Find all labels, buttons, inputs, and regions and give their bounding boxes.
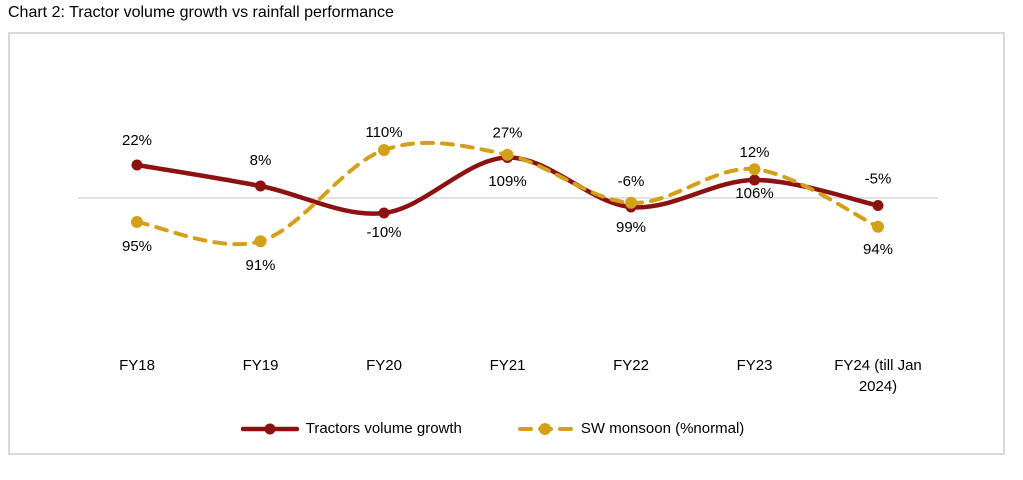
monsoon-marker bbox=[378, 144, 390, 156]
chart-plot-area bbox=[8, 32, 1005, 455]
monsoon-marker bbox=[872, 220, 884, 233]
legend-label-monsoon: SW monsoon (%normal) bbox=[580, 420, 745, 437]
monsoon-marker bbox=[501, 148, 514, 161]
legend-item-tractors: Tractors volume growth bbox=[240, 420, 462, 437]
tractor-marker bbox=[255, 180, 266, 192]
x-axis-label: FY18 bbox=[119, 357, 155, 374]
x-axis-label: 2024) bbox=[859, 378, 897, 395]
monsoon-legend-swatch bbox=[517, 422, 574, 435]
data-label: 95% bbox=[122, 238, 152, 255]
data-label: 110% bbox=[365, 124, 402, 141]
tractor-legend-marker-icon bbox=[264, 423, 276, 434]
data-label: 8% bbox=[250, 152, 272, 169]
data-label: 106% bbox=[735, 185, 773, 202]
data-label: 22% bbox=[122, 132, 152, 149]
x-axis-label: FY24 (till Jan bbox=[834, 357, 922, 374]
tractor-marker bbox=[749, 174, 760, 186]
data-label: -5% bbox=[865, 171, 892, 188]
legend-item-monsoon: SW monsoon (%normal) bbox=[517, 420, 745, 437]
x-axis-label: FY19 bbox=[243, 357, 279, 374]
x-axis-label: FY22 bbox=[613, 357, 649, 374]
data-label: 99% bbox=[616, 219, 646, 236]
data-label: 94% bbox=[863, 241, 893, 258]
data-label: 91% bbox=[245, 257, 275, 274]
data-label: -10% bbox=[366, 224, 401, 241]
data-label: -6% bbox=[618, 173, 645, 190]
x-axis-label: FY21 bbox=[490, 357, 526, 374]
x-axis-label: FY20 bbox=[366, 357, 402, 374]
monsoon-marker bbox=[748, 163, 761, 176]
data-label: 27% bbox=[492, 125, 522, 142]
legend: Tractors volume growth SW monsoon (%norm… bbox=[0, 420, 991, 437]
tractor-marker bbox=[131, 159, 143, 171]
monsoon-legend-marker-icon bbox=[538, 422, 551, 435]
x-axis-label: FY23 bbox=[737, 357, 773, 374]
chart-title: Chart 2: Tractor volume growth vs rainfa… bbox=[8, 4, 394, 21]
data-label: 12% bbox=[739, 144, 769, 161]
tractor-marker bbox=[872, 200, 884, 211]
tractor-legend-swatch bbox=[240, 423, 299, 434]
monsoon-marker bbox=[131, 216, 143, 228]
data-label: 109% bbox=[488, 173, 526, 190]
monsoon-marker bbox=[254, 235, 267, 248]
legend-label-tractors: Tractors volume growth bbox=[305, 420, 462, 437]
tractor-marker bbox=[378, 207, 390, 219]
monsoon-marker bbox=[625, 196, 637, 209]
